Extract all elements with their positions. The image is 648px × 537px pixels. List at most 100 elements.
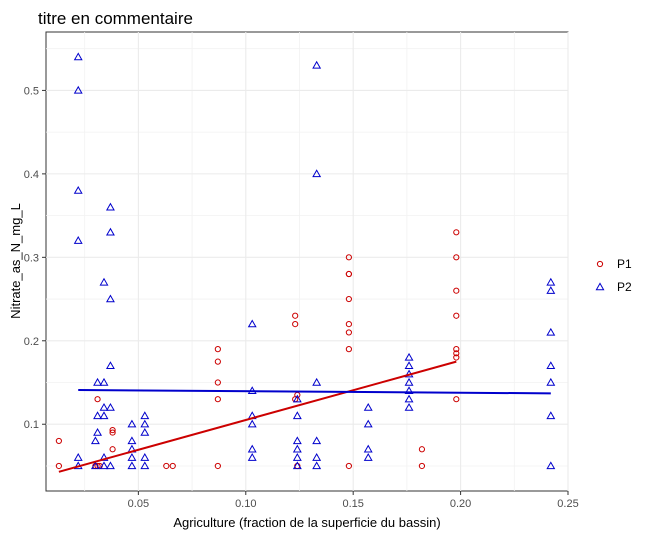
- x-tick-label: 0.20: [450, 498, 471, 510]
- y-tick-label: 0.2: [24, 336, 39, 348]
- data-point: [73, 85, 83, 94]
- data-point: [214, 396, 221, 403]
- data-point: [345, 329, 352, 336]
- data-point: [93, 427, 103, 436]
- data-point: [292, 453, 302, 461]
- data-point: [94, 396, 101, 403]
- legend-key-p2: [595, 282, 605, 291]
- data-point: [127, 461, 137, 470]
- legend-key-p1: [596, 260, 604, 268]
- data-point: [418, 446, 426, 453]
- data-point: [312, 60, 322, 69]
- data-point: [73, 453, 83, 461]
- data-point: [105, 202, 115, 211]
- data-point: [363, 453, 373, 461]
- data-point: [345, 320, 352, 328]
- data-point: [105, 402, 115, 411]
- chart-title: titre en commentaire: [38, 9, 193, 28]
- data-point: [546, 361, 556, 370]
- data-point: [404, 386, 414, 395]
- data-point: [55, 437, 62, 445]
- legend-label: P1: [617, 257, 632, 271]
- data-point: [292, 394, 302, 403]
- data-point: [453, 350, 460, 357]
- x-axis-ticks: 0.05 0.10 0.15 0.20 0.25: [128, 491, 579, 510]
- data-point: [453, 312, 460, 319]
- data-point: [99, 377, 109, 386]
- data-point: [312, 169, 322, 178]
- data-point: [404, 377, 414, 386]
- data-point: [73, 185, 83, 194]
- data-point: [214, 379, 221, 386]
- data-point: [140, 461, 150, 470]
- data-point: [127, 419, 137, 428]
- data-point: [90, 461, 100, 470]
- data-point: [140, 453, 150, 461]
- data-point: [105, 461, 115, 470]
- data-point: [105, 361, 115, 370]
- plot-panel: [45, 31, 569, 492]
- data-point: [105, 227, 115, 236]
- y-tick-label: 0.1: [24, 419, 39, 431]
- x-tick-label: 0.25: [557, 498, 578, 510]
- data-marks: [55, 52, 556, 470]
- data-point: [99, 402, 109, 411]
- data-point: [363, 419, 373, 428]
- data-point: [453, 354, 460, 361]
- data-point: [312, 453, 322, 461]
- data-point: [453, 396, 460, 403]
- trend-line-p2: [78, 389, 551, 395]
- data-point: [127, 436, 137, 445]
- data-point: [73, 236, 83, 244]
- data-point: [546, 327, 556, 336]
- data-point: [312, 461, 322, 470]
- data-point: [292, 444, 302, 453]
- data-point: [345, 270, 352, 278]
- data-point: [404, 361, 414, 370]
- data-point: [453, 287, 460, 294]
- data-point: [292, 411, 302, 420]
- x-tick-label: 0.10: [235, 498, 256, 510]
- data-point: [163, 462, 170, 470]
- x-tick-label: 0.15: [342, 498, 363, 510]
- data-point: [140, 427, 150, 436]
- data-point: [292, 320, 299, 328]
- data-point: [127, 453, 137, 461]
- legend-item-p1: P1: [596, 257, 632, 271]
- data-point: [73, 52, 83, 61]
- data-point: [404, 402, 414, 411]
- data-point: [140, 411, 150, 420]
- data-point: [93, 377, 103, 386]
- y-tick-label: 0.4: [24, 169, 39, 181]
- data-point: [55, 462, 62, 470]
- data-point: [247, 319, 257, 328]
- data-point: [99, 461, 109, 470]
- data-point: [99, 277, 109, 286]
- data-point: [345, 254, 352, 261]
- data-point: [109, 446, 116, 453]
- data-point: [247, 419, 257, 428]
- data-point: [546, 286, 556, 294]
- legend-item-p2: P2: [595, 280, 632, 294]
- data-point: [109, 429, 116, 436]
- legend: P1 P2: [595, 257, 632, 294]
- data-point: [345, 295, 352, 303]
- data-point: [292, 436, 302, 445]
- data-point: [404, 352, 414, 361]
- x-axis-title: Agriculture (fraction de la superficie d…: [173, 515, 440, 530]
- data-point: [453, 346, 460, 353]
- y-tick-label: 0.3: [24, 252, 39, 264]
- data-point: [546, 461, 556, 470]
- data-point: [247, 453, 257, 461]
- trend-lines: [58, 360, 551, 473]
- data-point: [546, 277, 556, 286]
- data-point: [312, 436, 322, 445]
- data-point: [247, 444, 257, 453]
- data-point: [214, 358, 221, 365]
- grid-major: [46, 32, 569, 491]
- data-point: [292, 461, 302, 470]
- y-tick-label: 0.5: [24, 85, 39, 97]
- data-point: [109, 426, 116, 434]
- y-axis-title: Nitrate_as_N_mg_L: [8, 203, 23, 319]
